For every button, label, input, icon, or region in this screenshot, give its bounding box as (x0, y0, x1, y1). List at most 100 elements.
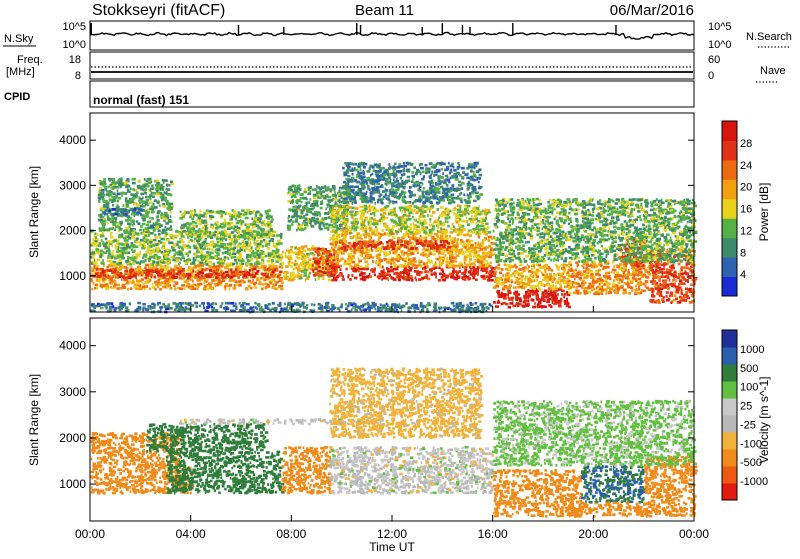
scatter-cell (379, 273, 382, 276)
scatter-cell (230, 246, 232, 249)
scatter-cell (302, 216, 306, 219)
scatter-cell (256, 270, 259, 273)
scatter-cell (142, 232, 144, 235)
scatter-cell (210, 241, 213, 244)
scatter-cell (306, 263, 308, 266)
scatter-cell (246, 223, 250, 226)
scatter-cell (413, 235, 415, 238)
scatter-cell (121, 182, 124, 185)
scatter-cell (344, 262, 347, 265)
scatter-cell (223, 243, 226, 246)
scatter-cell (295, 220, 297, 223)
scatter-cell (223, 272, 225, 275)
scatter-cell (358, 260, 362, 263)
scatter-cell (328, 279, 332, 282)
scatter-cell (446, 248, 448, 251)
scatter-cell (412, 265, 414, 268)
scatter-cell (199, 271, 202, 274)
scatter-cell (105, 274, 107, 277)
scatter-cell (167, 258, 170, 261)
sky-left-tick-bottom: 10^0 (62, 39, 86, 51)
scatter-cell (161, 238, 164, 241)
scatter-cell (154, 254, 157, 257)
scatter-cell (195, 225, 198, 228)
scatter-cell (91, 267, 93, 270)
scatter-cell (472, 277, 475, 280)
scatter-cell (200, 251, 203, 254)
scatter-cell (454, 270, 457, 273)
scatter-cell (416, 243, 420, 246)
scatter-cell (169, 272, 172, 275)
scatter-cell (488, 236, 492, 239)
freq-strip-frame (90, 52, 694, 79)
scatter-cell (431, 246, 435, 249)
scatter-cell (160, 224, 163, 227)
scatter-cell (118, 234, 121, 237)
scatter-cell (189, 245, 191, 248)
scatter-cell (309, 198, 311, 201)
scatter-cell (257, 243, 261, 246)
scatter-cell (119, 222, 122, 225)
scatter-cell (275, 260, 278, 263)
scatter-cell (312, 269, 315, 272)
scatter-cell (292, 220, 295, 223)
scatter-cell (106, 193, 110, 196)
scatter-cell (349, 278, 352, 281)
scatter-cell (386, 245, 389, 248)
scatter-cell (237, 276, 240, 279)
scatter-cell (254, 237, 256, 240)
scatter-cell (447, 246, 451, 249)
scatter-cell (219, 240, 222, 243)
scatter-cell (226, 285, 229, 288)
scatter-cell (255, 240, 259, 243)
scatter-cell (288, 251, 290, 254)
scatter-cell (243, 230, 246, 233)
scatter-cell (234, 284, 236, 287)
scatter-cell (130, 187, 132, 190)
scatter-cell (154, 276, 157, 279)
scatter-cell (237, 245, 241, 248)
scatter-cell (325, 268, 327, 271)
scatter-cell (269, 282, 271, 285)
scatter-cell (112, 208, 116, 211)
scatter-cell (365, 244, 367, 247)
scatter-cell (200, 257, 203, 260)
scatter-cell (153, 249, 156, 252)
scatter-cell (154, 281, 156, 284)
scatter-cell (170, 225, 172, 228)
scatter-cell (379, 252, 381, 255)
scatter-cell (194, 237, 196, 240)
scatter-cell (189, 287, 192, 290)
scatter-cell (440, 241, 442, 244)
scatter-cell (127, 178, 130, 181)
scatter-cell (469, 277, 472, 280)
scatter-cell (288, 208, 291, 211)
scatter-cell (310, 220, 313, 223)
scatter-cell (319, 223, 322, 226)
scatter-cell (368, 245, 370, 248)
scatter-cell (474, 254, 476, 257)
scatter-cell (460, 242, 463, 245)
scatter-cell (226, 263, 229, 266)
scatter-cell (222, 233, 225, 236)
scatter-cell (321, 195, 325, 198)
scatter-cell (275, 257, 277, 260)
scatter-cell (96, 279, 99, 282)
scatter-cell (444, 233, 447, 236)
scatter-cell (384, 232, 386, 235)
scatter-cell (369, 229, 372, 232)
scatter-cell (313, 189, 316, 192)
scatter-cell (232, 263, 235, 266)
scatter-cell (209, 210, 212, 213)
scatter-cell (365, 230, 368, 233)
scatter-cell (468, 242, 471, 245)
scatter-cell (227, 257, 229, 260)
scatter-cell (99, 227, 102, 230)
scatter-cell (172, 249, 176, 252)
scatter-cell (114, 217, 118, 220)
scatter-cell (142, 270, 146, 273)
scatter-cell (265, 275, 269, 278)
scatter-cell (191, 218, 193, 221)
scatter-cell (267, 260, 270, 263)
scatter-cell (304, 223, 308, 226)
